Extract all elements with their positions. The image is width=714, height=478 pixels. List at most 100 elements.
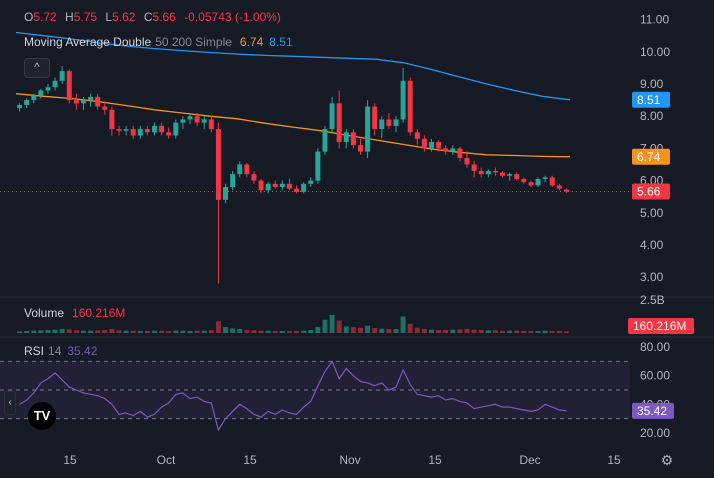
- candle-body: [130, 129, 136, 136]
- candle-body: [194, 116, 200, 123]
- volume-bar: [294, 331, 300, 333]
- price-badge: [632, 148, 670, 165]
- open-label: O: [24, 10, 34, 24]
- candle-body: [102, 106, 108, 110]
- candle-body: [237, 164, 243, 175]
- volume-bar: [542, 330, 548, 333]
- candle-body: [109, 109, 115, 130]
- volume-bar: [379, 328, 385, 333]
- candle-body: [180, 119, 186, 123]
- candle-body: [336, 103, 342, 142]
- volume-badge-label: 160.216M: [633, 319, 686, 333]
- ma-params: 50 200 Simple: [155, 35, 232, 49]
- collapse-legend-button[interactable]: ^: [24, 58, 50, 78]
- candle-body: [464, 158, 470, 165]
- time-axis-tick: 15: [428, 453, 442, 467]
- ma-slow-value: 8.51: [269, 35, 293, 49]
- volume-bar: [372, 328, 378, 333]
- candle-body: [31, 95, 37, 101]
- volume-bar: [152, 330, 157, 333]
- volume-bar: [180, 330, 186, 333]
- price-axis-tick: 8.00: [640, 109, 664, 123]
- candle-body: [166, 132, 172, 136]
- volume-bar: [215, 321, 221, 333]
- candle-body: [379, 119, 385, 130]
- candle-body: [265, 183, 271, 191]
- candle-body: [159, 125, 165, 133]
- rsi-length: 14: [48, 344, 62, 358]
- price-axis-tick: 4.00: [640, 238, 664, 252]
- tradingview-logo[interactable]: TV: [28, 402, 56, 430]
- candle-body: [208, 119, 214, 130]
- volume-bar: [166, 331, 172, 333]
- candle-body: [201, 119, 207, 123]
- volume-legend[interactable]: Volume 160.216M: [24, 306, 125, 320]
- candle-body: [73, 100, 79, 104]
- time-axis-tick: 15: [607, 453, 621, 467]
- volume-bar: [464, 329, 470, 333]
- volume-bar: [478, 330, 484, 333]
- rsi-legend[interactable]: RSI 14 35.42: [24, 344, 97, 358]
- volume-bar: [457, 329, 463, 333]
- volume-bar: [230, 328, 236, 333]
- volume-bar: [187, 331, 193, 333]
- chevron-left-icon[interactable]: ‹: [4, 391, 16, 415]
- volume-bar: [400, 316, 406, 333]
- volume-bar: [244, 330, 250, 333]
- candle-body: [329, 103, 335, 130]
- candle-body: [173, 122, 179, 136]
- volume-bar: [365, 325, 371, 333]
- candle-body: [88, 96, 94, 101]
- candle-body: [144, 129, 150, 133]
- volume-bar: [301, 330, 307, 333]
- candle-body: [137, 129, 143, 136]
- ma-name: Moving Average Double: [24, 35, 152, 49]
- ohlc-legend: O5.72 H5.75 L5.62 C5.66 -0.05743 (-1.00%…: [24, 10, 286, 24]
- low-label: L: [105, 10, 113, 24]
- gear-icon[interactable]: ⚙: [660, 452, 674, 468]
- high-label: H: [65, 10, 74, 24]
- candle-body: [436, 141, 442, 149]
- price-badge-label: 5.66: [637, 185, 661, 199]
- volume-bar: [421, 329, 427, 333]
- candle-body: [294, 188, 300, 192]
- candle-body: [485, 170, 491, 175]
- candle-body: [514, 174, 520, 179]
- volume-bar: [443, 330, 449, 333]
- candle-body: [365, 106, 371, 152]
- price-axis-tick: 10.00: [640, 45, 670, 59]
- volume-bar: [414, 327, 420, 333]
- candle-body: [301, 183, 307, 192]
- candle-body: [521, 178, 527, 183]
- volume-bar: [350, 327, 356, 333]
- candle-body: [308, 180, 314, 184]
- volume-bar: [492, 330, 498, 333]
- volume-bar: [315, 327, 321, 333]
- candle-body: [45, 87, 51, 91]
- volume-bar: [549, 331, 555, 333]
- moving-average-legend[interactable]: Moving Average Double 50 200 Simple 6.74 8.…: [24, 35, 293, 49]
- time-axis-tick: 15: [243, 453, 257, 467]
- volume-bar: [556, 331, 562, 333]
- volume-bar: [66, 329, 72, 333]
- rsi-name: RSI: [24, 344, 45, 358]
- rsi-value: 35.42: [67, 344, 98, 358]
- rsi-axis-tick: 60.00: [640, 369, 670, 383]
- volume-bar: [514, 330, 520, 333]
- price-badge-label: 8.51: [637, 93, 661, 107]
- volume-bar: [329, 314, 335, 333]
- volume-value: 160.216M: [72, 306, 126, 320]
- volume-bar: [73, 330, 79, 333]
- price-badge: [632, 183, 670, 200]
- candle-body: [258, 180, 264, 191]
- close-label: C: [143, 10, 153, 24]
- volume-axis-tick: 2.5B: [640, 293, 665, 307]
- candle-body: [471, 164, 477, 171]
- volume-bar: [95, 330, 101, 333]
- rsi-badge-label: 35.42: [637, 404, 667, 418]
- candle-body: [223, 187, 229, 200]
- volume-bar: [201, 330, 207, 333]
- high-value: 5.75: [73, 10, 98, 24]
- volume-bar: [279, 331, 285, 333]
